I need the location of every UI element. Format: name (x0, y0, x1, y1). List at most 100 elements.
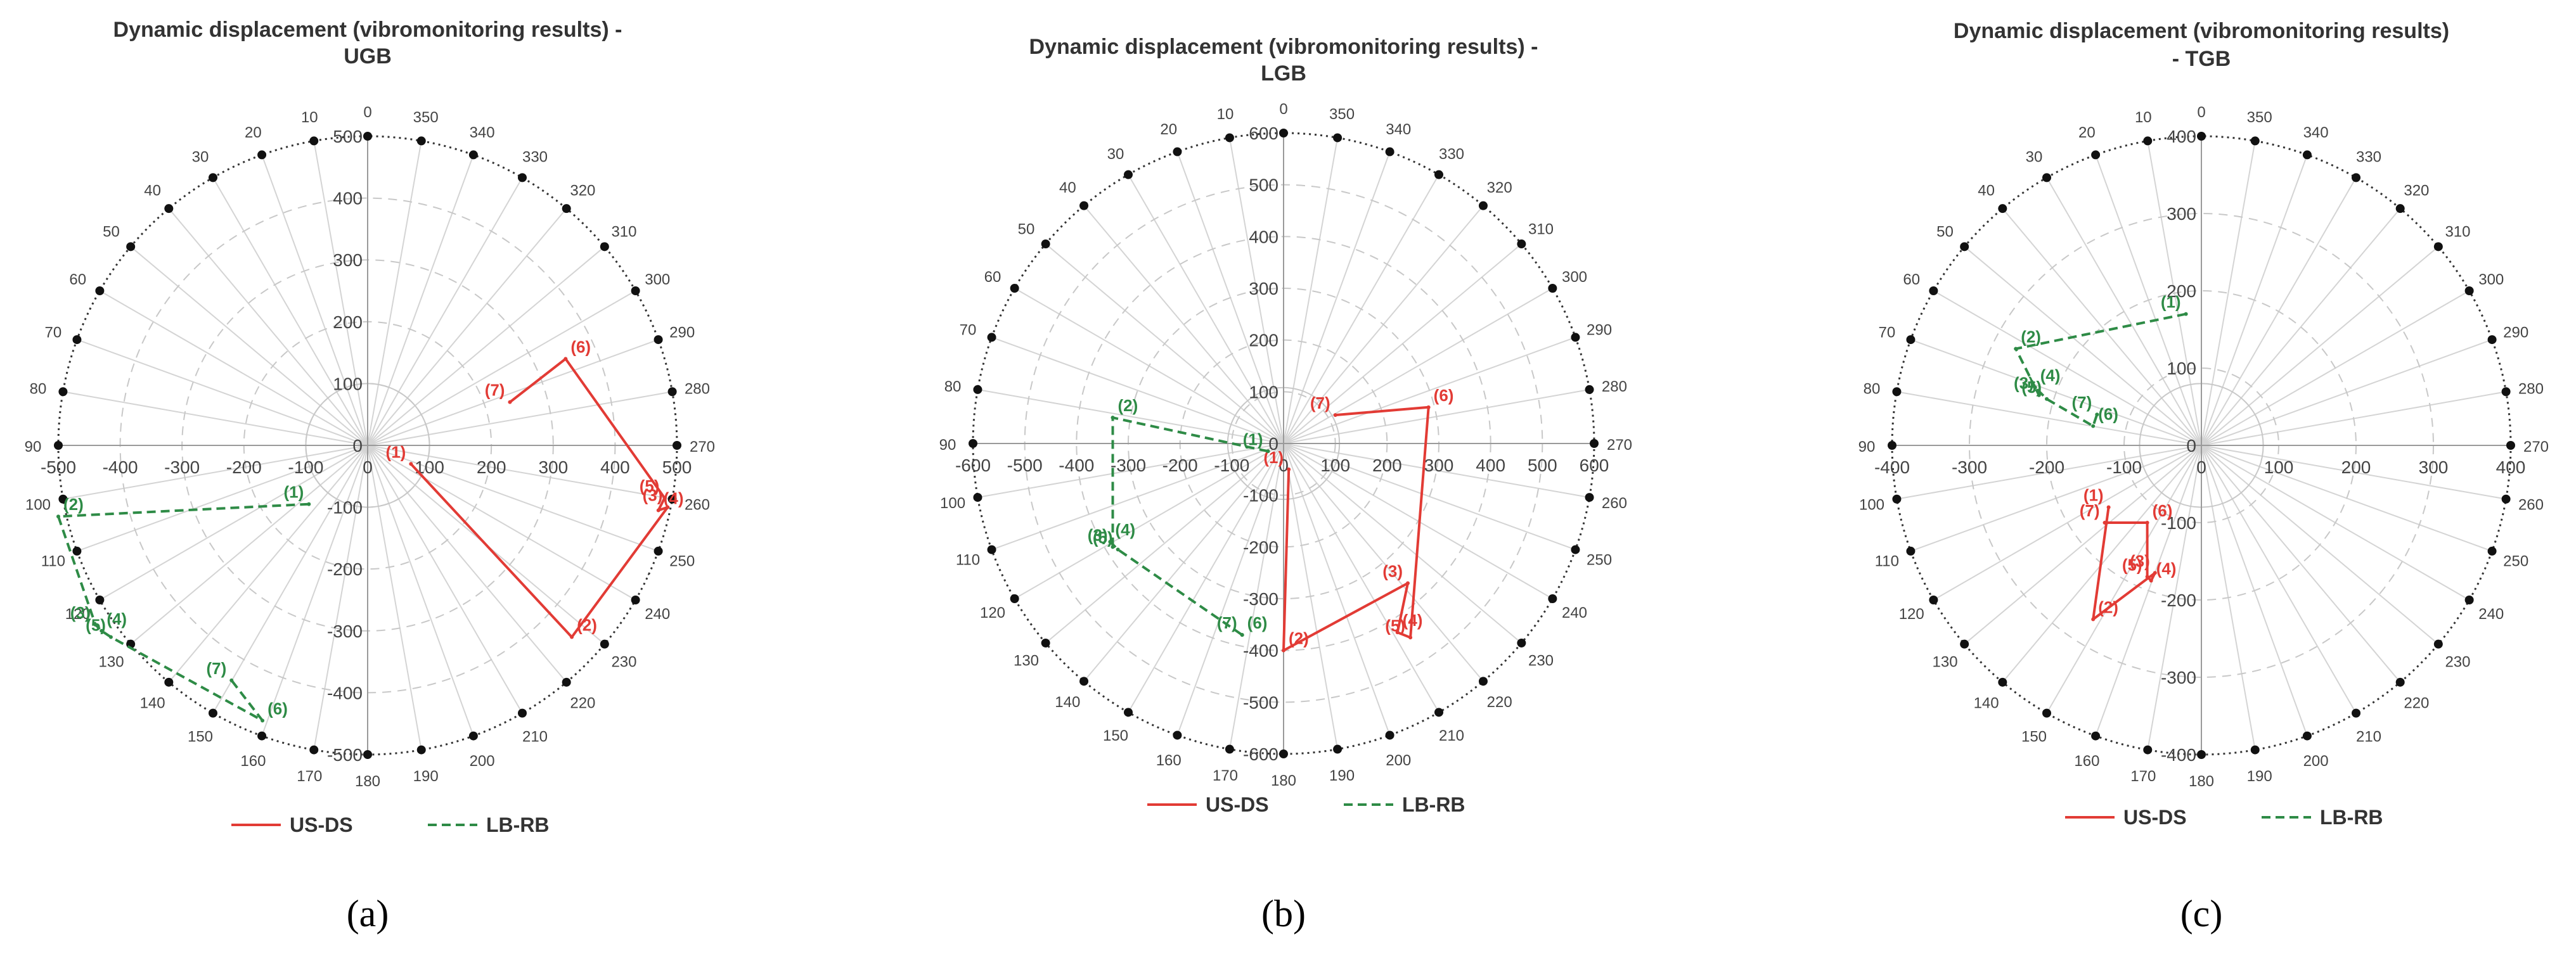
angle-label: 180 (2189, 773, 2214, 790)
chart-subtitle: UGB (344, 44, 392, 68)
angle-marker (416, 136, 426, 146)
point-label: (6) (1247, 613, 1268, 632)
angle-marker (2433, 242, 2443, 252)
point-label: (5) (86, 616, 106, 635)
x-tick-label: -100 (1214, 456, 1249, 475)
point-label: (4) (2040, 366, 2061, 385)
y-tick-label: -200 (1243, 537, 1278, 557)
y-tick-label: -300 (2161, 668, 2196, 687)
angle-marker (562, 677, 571, 687)
angle-label: 330 (2356, 149, 2381, 166)
grid-spoke (367, 155, 474, 446)
angle-marker (1478, 677, 1488, 686)
y-tick-label: -300 (327, 622, 363, 641)
point-label: (3) (643, 486, 663, 505)
angle-marker (1892, 387, 1902, 397)
angle-marker (2302, 731, 2312, 741)
angle-label: 100 (1859, 497, 1884, 514)
data-point (1287, 467, 1291, 471)
angle-marker (1998, 204, 2007, 214)
data-point (56, 514, 60, 519)
point-label: (6) (2098, 405, 2118, 424)
x-tick-label: 0 (2196, 457, 2206, 477)
x-tick-label: -200 (1162, 456, 1198, 475)
angle-marker (126, 242, 136, 252)
x-tick-label: 400 (2496, 457, 2526, 477)
angle-marker (257, 150, 267, 160)
legend-label: LB-RB (2320, 806, 2383, 829)
angle-marker (667, 494, 677, 504)
angle-label: 350 (2247, 109, 2272, 126)
angle-label: 270 (2523, 438, 2549, 456)
angle-label: 50 (103, 224, 120, 241)
x-tick-label: 300 (538, 457, 568, 477)
data-point (1108, 540, 1112, 544)
x-tick-label: -300 (164, 457, 200, 477)
angle-marker (468, 150, 478, 160)
angle-label: 220 (2404, 694, 2429, 711)
point-label: (3) (70, 603, 91, 622)
grid-spoke (313, 445, 368, 750)
angle-marker (1888, 441, 1897, 450)
angle-label: 210 (2356, 728, 2381, 745)
angle-label: 60 (984, 269, 1001, 286)
data-point (2095, 412, 2099, 417)
angle-marker (2042, 173, 2051, 182)
angle-marker (1960, 639, 1969, 649)
data-point (1333, 413, 1337, 418)
angle-marker (654, 546, 663, 556)
x-tick-label: -100 (288, 457, 323, 477)
angle-marker (1548, 284, 1557, 293)
legend-label: US-DS (1206, 793, 1269, 816)
point-label: (2) (1118, 396, 1138, 415)
x-tick-label: 0 (363, 457, 373, 477)
point-label: (3) (2130, 551, 2150, 570)
data-point (2091, 617, 2096, 622)
x-tick-label: -400 (1874, 457, 1910, 477)
angle-label: 90 (1858, 438, 1876, 456)
data-point (1111, 545, 1115, 549)
x-tick-label: 100 (1320, 456, 1350, 475)
angle-label: 220 (570, 694, 595, 711)
point-label: (6) (267, 699, 288, 718)
x-tick-label: 100 (2264, 457, 2294, 477)
angle-label: 260 (685, 497, 710, 514)
chart-subtitle: - TGB (2172, 47, 2231, 71)
x-tick-label: 300 (2419, 457, 2449, 477)
angle-marker (416, 745, 426, 755)
grid-spoke (367, 177, 523, 446)
angle-label: 240 (645, 606, 670, 623)
angle-label: 100 (940, 495, 965, 512)
angle-marker (209, 708, 217, 718)
angle-label: 100 (25, 497, 51, 514)
angle-label: 110 (41, 553, 65, 570)
angle-marker (1998, 677, 2007, 687)
angle-label: 70 (44, 324, 61, 341)
grid-spoke (212, 445, 368, 714)
angle-label: 30 (1107, 146, 1124, 163)
data-point (2184, 312, 2188, 316)
angle-label: 120 (1899, 606, 1924, 623)
x-tick-label: -400 (103, 457, 138, 477)
angle-marker (1385, 730, 1394, 740)
angle-marker (2250, 745, 2260, 755)
grid-spoke (2201, 246, 2439, 446)
legend-label: LB-RB (486, 813, 550, 836)
angle-label: 320 (1487, 179, 1512, 196)
angle-label: 130 (99, 653, 124, 670)
angle-label: 80 (30, 380, 47, 397)
grid-spoke (1964, 445, 2202, 645)
angle-marker (1225, 133, 1234, 143)
angle-marker (518, 173, 527, 182)
y-tick-label: 0 (1268, 434, 1278, 454)
y-tick-label: 200 (1249, 331, 1278, 350)
angle-marker (363, 132, 372, 141)
grid-spoke (367, 208, 567, 446)
angle-marker (1585, 385, 1594, 394)
grid-spoke (367, 339, 659, 446)
angle-label: 320 (2404, 182, 2429, 200)
angle-label: 180 (355, 773, 380, 790)
angle-label: 120 (980, 604, 1005, 622)
grid-spoke (130, 246, 368, 446)
data-point (2014, 347, 2018, 351)
